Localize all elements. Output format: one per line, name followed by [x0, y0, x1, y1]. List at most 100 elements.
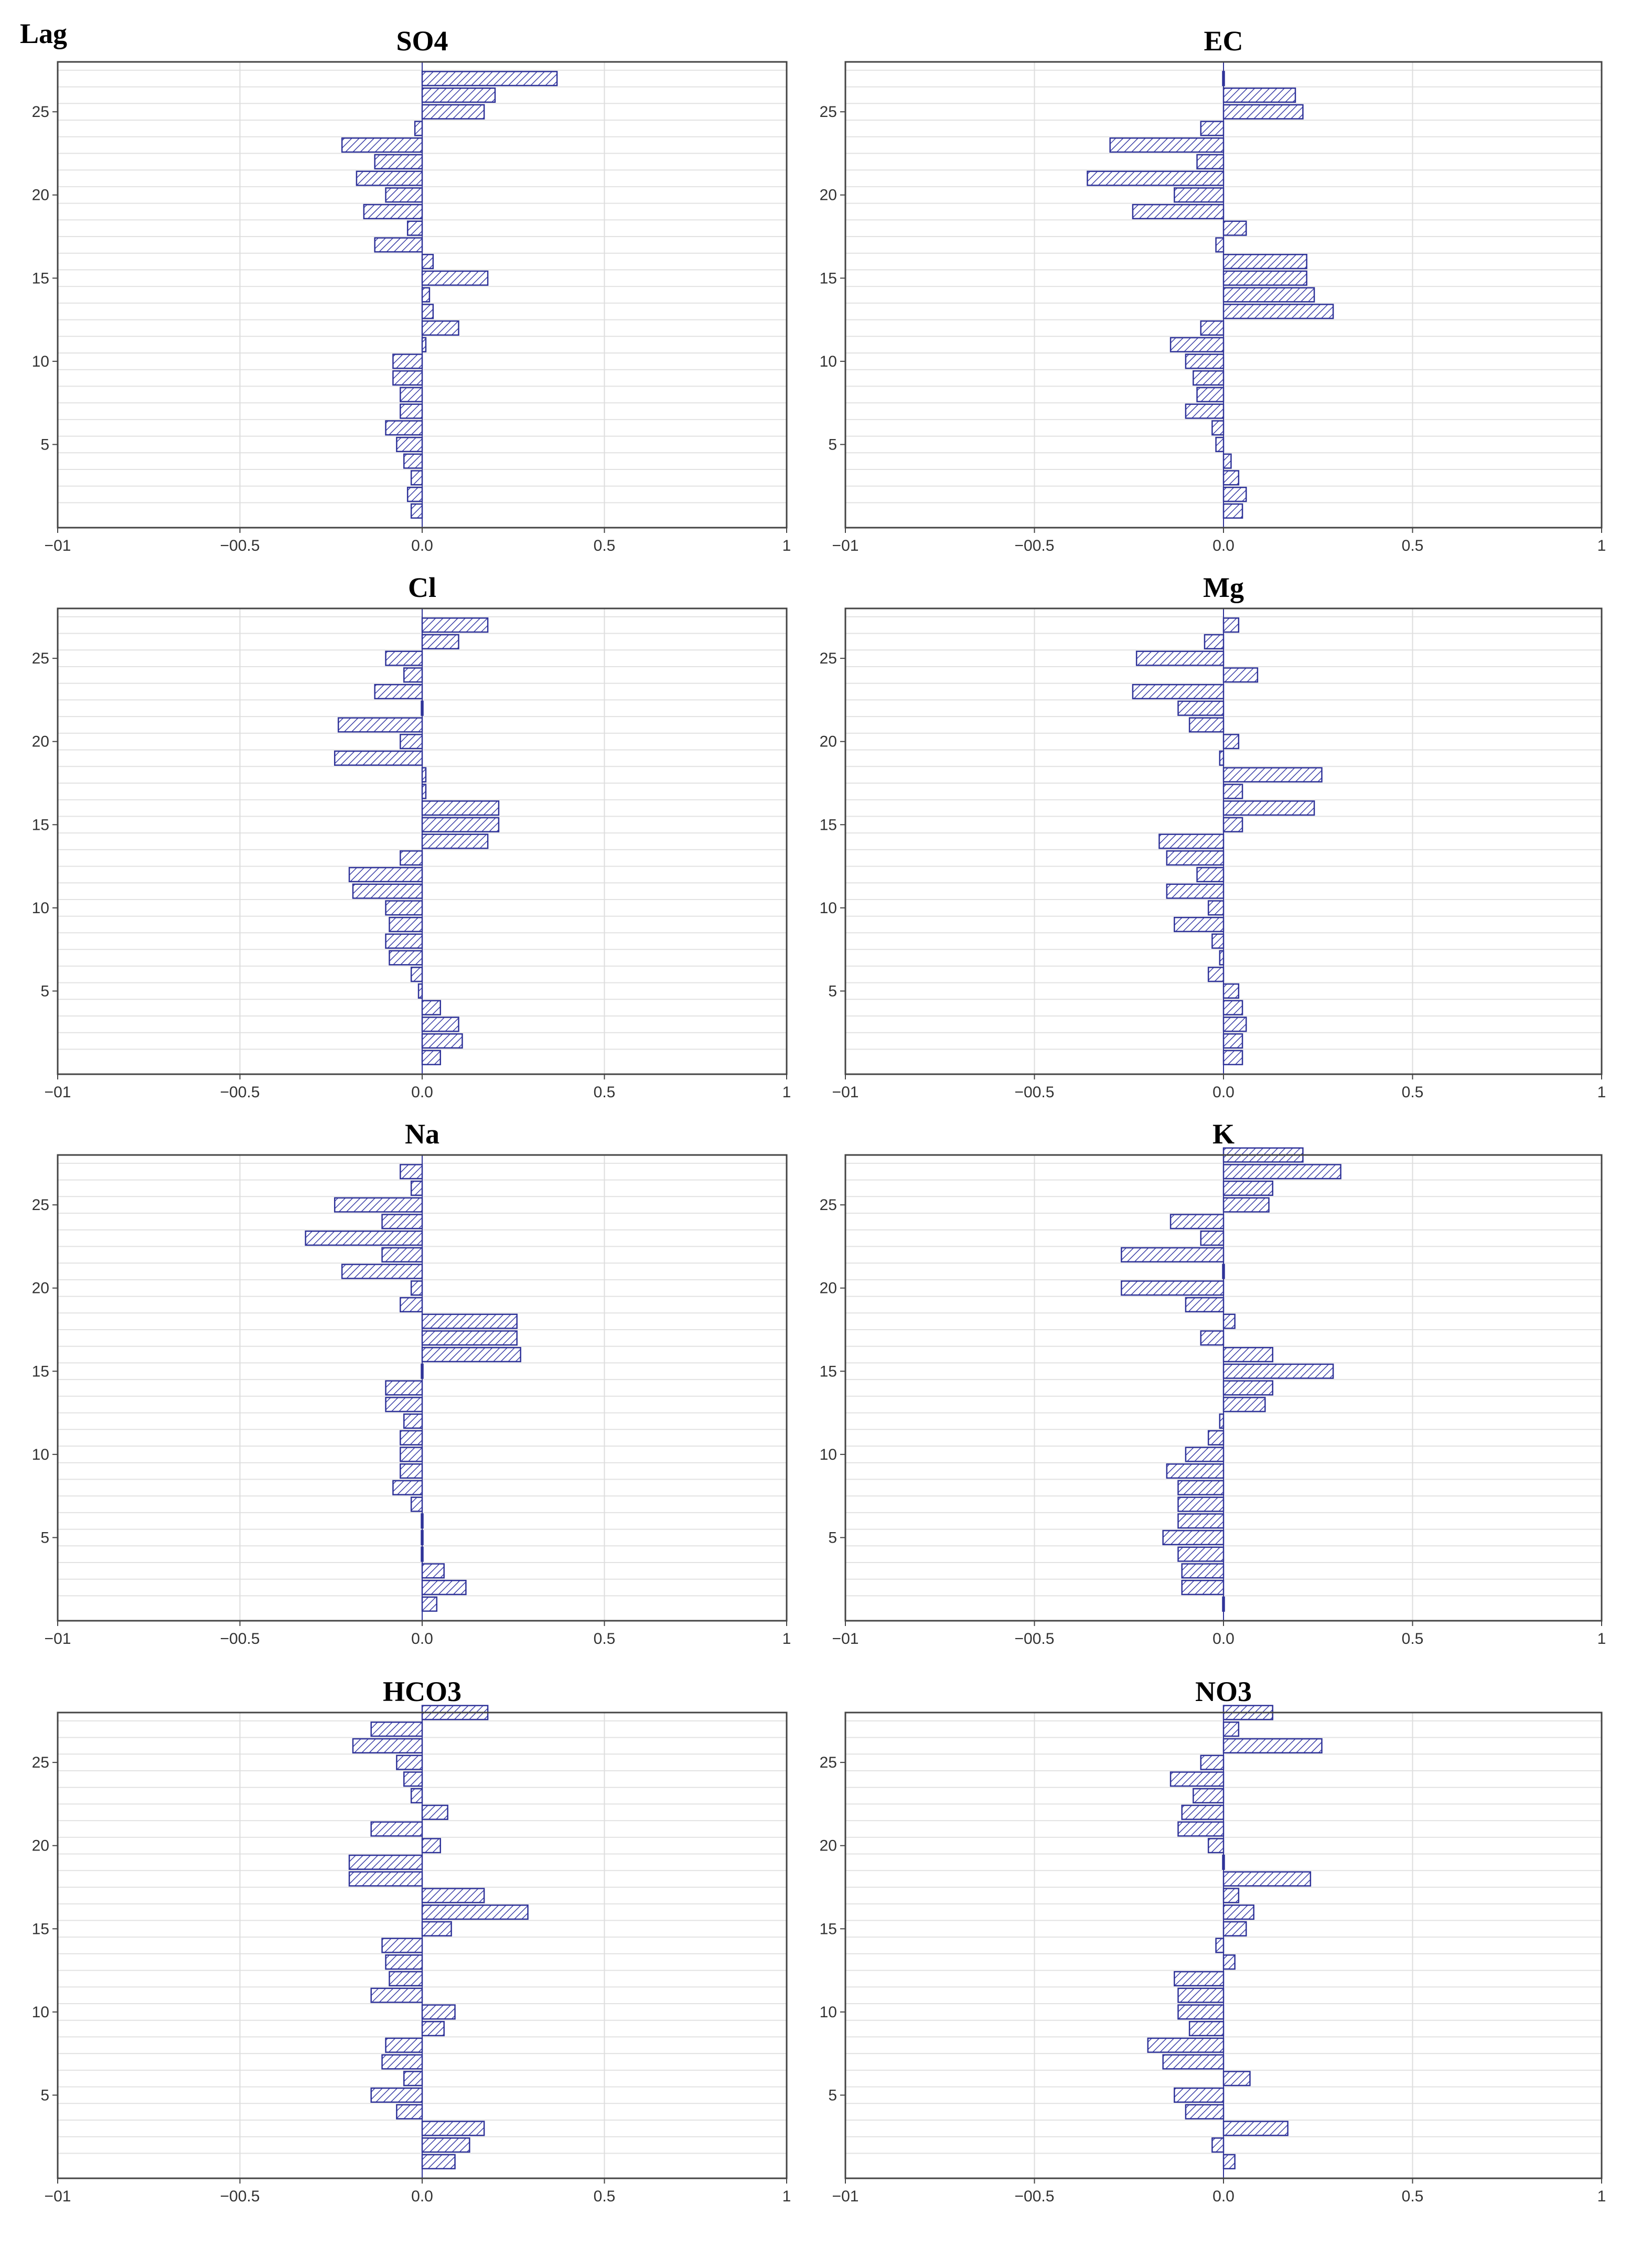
bar-lag-19	[334, 750, 423, 766]
y-tick-label: 20	[32, 187, 49, 204]
bar-lag-2	[421, 2137, 470, 2153]
bar-lag-16	[421, 1347, 521, 1363]
x-tick-label: −01	[832, 1630, 859, 1647]
bar-lag-17	[421, 1888, 485, 1903]
bar-lag-20	[1174, 187, 1225, 203]
bar-lag-17	[421, 784, 427, 799]
bar-lag-10	[1207, 900, 1225, 916]
bar-lag-8	[385, 933, 423, 949]
bar-lag-21	[1087, 170, 1225, 186]
bar-lag-14	[1222, 287, 1315, 303]
bar-lag-20	[385, 187, 423, 203]
y-tick-label: 20	[820, 187, 837, 204]
bar-lag-2	[1222, 1033, 1243, 1049]
bar-lag-3	[421, 2121, 485, 2136]
panel-mg: 5 10 15 20 25 −01 −00.5 0.0 0.5 1 Mg	[820, 572, 1606, 1101]
y-tick-label: 5	[40, 2087, 49, 2104]
bar-lag-4	[1222, 1000, 1243, 1015]
panel-so4: 5 10 15 20 25 −01 −00.5 0.0 0.5 1 SO4	[32, 25, 791, 554]
bar-lag-8	[385, 2037, 423, 2053]
bar-lag-13	[421, 304, 434, 319]
y-tick-label: 15	[820, 1920, 837, 1938]
bar-lag-9	[392, 370, 423, 386]
bar-lag-18	[421, 767, 427, 783]
bar-lag-6	[1207, 967, 1225, 982]
bar-lag-19	[1219, 750, 1225, 766]
x-tick-label: −01	[832, 2188, 859, 2205]
bar-lag-15	[421, 817, 500, 832]
bar-lag-25	[1222, 104, 1304, 120]
bar-lag-3	[1222, 1017, 1247, 1032]
bar-lag-12	[1196, 866, 1225, 882]
bar-lag-20	[1207, 1838, 1225, 1854]
panel-cl: 5 10 15 20 25 −01 −00.5 0.0 0.5 1 Cl	[32, 572, 791, 1101]
panel-ec: 5 10 15 20 25 −01 −00.5 0.0 0.5 1 EC	[820, 25, 1606, 554]
bar-lag-11	[1166, 883, 1225, 899]
bar-lag-9	[1166, 1463, 1225, 1479]
bar-lag-17	[421, 1330, 518, 1346]
y-tick-label: 5	[828, 436, 837, 453]
bar-lag-23	[305, 1231, 423, 1246]
bar-lag-13	[385, 1954, 423, 1970]
bar-lag-26	[421, 87, 496, 103]
bar-lag-21	[356, 170, 423, 186]
y-tick-label: 15	[820, 270, 837, 287]
bar-lag-2	[1211, 2137, 1225, 2153]
bar-lag-26	[352, 1738, 423, 1753]
bar-lag-13	[385, 1397, 423, 1413]
y-tick-label: 5	[40, 982, 49, 1000]
bar-lag-17	[374, 237, 423, 253]
chart-title: HCO3	[383, 1676, 462, 1707]
bar-lag-21	[1177, 1821, 1225, 1837]
bar-lag-23	[410, 1788, 423, 1804]
bar-lag-9	[400, 1463, 423, 1479]
bar-lag-25	[385, 650, 423, 666]
bar-lag-3	[1222, 470, 1240, 486]
bar-lag-7	[389, 950, 423, 966]
bar-lag-10	[392, 354, 423, 369]
bar-lag-6	[1177, 1513, 1225, 1529]
bar-lag-13	[400, 850, 423, 866]
bar-lag-13	[1222, 1954, 1236, 1970]
bar-lag-3	[421, 1563, 445, 1579]
bar-lag-23	[1132, 684, 1225, 700]
x-tick-label: 1	[1597, 1084, 1606, 1101]
bar-lag-2	[1222, 487, 1247, 502]
x-tick-label: 1	[1597, 2188, 1606, 2205]
bar-lag-25	[421, 104, 485, 120]
bar-lag-14	[421, 287, 431, 303]
x-tick-label: 0.5	[1402, 537, 1424, 554]
bar-lag-8	[392, 1480, 423, 1495]
bar-lag-22	[421, 1804, 448, 1820]
bar-lag-14	[421, 833, 489, 849]
bar-lag-23	[341, 137, 423, 153]
bar-lag-8	[1177, 1480, 1225, 1495]
bar-lag-9	[1193, 370, 1225, 386]
bar-lag-26	[1222, 87, 1296, 103]
y-tick-label: 15	[820, 1363, 837, 1380]
y-tick-label: 20	[32, 1280, 49, 1297]
bar-lag-11	[421, 337, 427, 352]
bar-lag-16	[1222, 1905, 1254, 1920]
bar-lag-22	[1121, 1247, 1225, 1263]
y-tick-label: 5	[40, 436, 49, 453]
bar-lag-20	[1121, 1280, 1225, 1296]
x-tick-label: 1	[782, 1630, 791, 1647]
x-tick-label: 1	[1597, 537, 1606, 554]
bar-lag-1	[410, 503, 423, 519]
bar-lag-12	[403, 1413, 423, 1429]
chart-title: EC	[1204, 25, 1243, 57]
panel-k: 5 10 15 20 25 −01 −00.5 0.0 0.5 1 K	[820, 1118, 1606, 1647]
bar-lag-10	[385, 900, 423, 916]
x-tick-label: 0.0	[1212, 2188, 1235, 2205]
bar-lag-10	[1177, 2004, 1225, 2020]
x-tick-label: −01	[832, 1084, 859, 1101]
y-tick-label: 10	[32, 353, 49, 370]
bar-lag-1	[421, 2154, 456, 2169]
bar-lag-24	[381, 1214, 423, 1229]
bar-lag-15	[1222, 270, 1307, 286]
bar-lag-5	[1215, 436, 1225, 452]
bar-lag-4	[1222, 453, 1232, 469]
bar-lag-20	[1222, 734, 1240, 750]
